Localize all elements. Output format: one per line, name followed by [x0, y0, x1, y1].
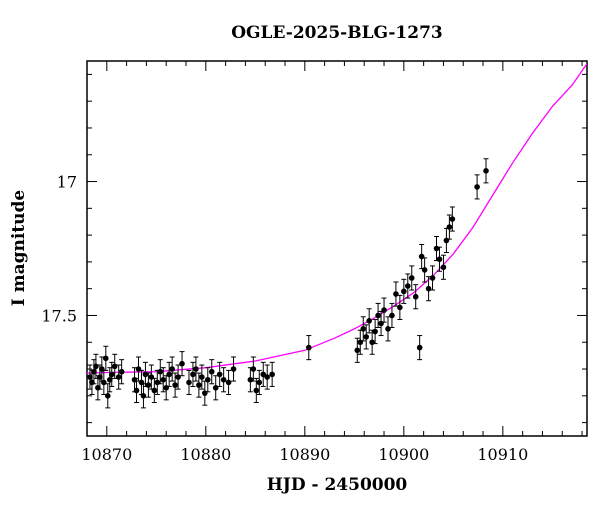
data-point [115, 374, 122, 380]
x-tick-label: 10900 [378, 445, 429, 464]
data-point [208, 368, 215, 375]
data-point [264, 374, 270, 380]
data-point [172, 382, 178, 388]
data-point [443, 237, 450, 244]
data-point [408, 275, 415, 281]
data-point [360, 326, 367, 332]
data-point [425, 285, 432, 292]
data-point [247, 376, 254, 383]
data-point [412, 293, 419, 300]
data-point [216, 371, 223, 378]
data-point [385, 326, 391, 332]
x-tick-label: 10870 [81, 445, 132, 464]
y-tick-label: 17 [57, 173, 77, 192]
data-point [378, 320, 384, 327]
data-point [87, 374, 93, 380]
data-point [436, 256, 443, 263]
data-point [253, 387, 260, 394]
data-point [104, 393, 111, 399]
data-point [230, 366, 237, 372]
data-point [118, 368, 125, 375]
data-point [204, 376, 211, 383]
data-point [212, 384, 219, 391]
data-point [421, 267, 428, 273]
plot-area: 10870 10880 10890 10900 10910 17 17.5 [41, 60, 588, 464]
data-point [163, 384, 170, 391]
data-point [93, 363, 99, 370]
data-point [103, 355, 109, 362]
data-point [202, 390, 208, 396]
data-point [357, 339, 364, 346]
data-point [142, 371, 149, 378]
data-point [366, 318, 372, 324]
data-point [186, 379, 192, 386]
data-point [416, 344, 423, 351]
data-point [256, 379, 263, 386]
data-point [97, 374, 103, 380]
data-point [160, 376, 167, 383]
data-point [381, 307, 387, 313]
data-point [135, 366, 142, 372]
data-point [133, 387, 140, 394]
data-point [220, 376, 227, 383]
data-point [154, 379, 161, 386]
data-point [354, 347, 361, 354]
data-point [145, 382, 152, 388]
data-point [108, 371, 115, 378]
data-point [269, 371, 275, 378]
data-point [190, 371, 196, 378]
data-point [404, 283, 411, 289]
data-point [193, 366, 199, 372]
data-point [418, 253, 425, 260]
data-point [179, 360, 185, 367]
data-point [260, 371, 267, 378]
x-tick-label: 10910 [477, 445, 528, 464]
x-tick-label: 10890 [279, 445, 330, 464]
y-axis-label: I magnitude [9, 190, 29, 307]
data-point [372, 328, 378, 335]
data-point [91, 368, 97, 375]
data-point [401, 288, 407, 295]
model-curve-line [87, 63, 587, 374]
data-point [199, 374, 205, 380]
data-point [305, 344, 312, 351]
data-point [440, 264, 447, 271]
data-point [446, 224, 453, 230]
data-point [369, 339, 375, 346]
data-point [250, 366, 257, 372]
data-point [449, 216, 456, 222]
data-point [166, 371, 172, 378]
data-point [196, 382, 202, 388]
data-point [393, 291, 399, 297]
data-point [106, 376, 113, 383]
data-point [363, 334, 370, 340]
chart-title: OGLE-2025-BLG-1273 [231, 23, 443, 43]
x-tick-label: 10880 [180, 445, 231, 464]
data-point [148, 374, 155, 380]
data-point [169, 366, 175, 372]
data-point [157, 368, 164, 375]
data-point [483, 168, 489, 174]
x-axis-label: HJD - 2450000 [267, 475, 408, 495]
data-point [151, 387, 158, 394]
data-point [175, 374, 181, 380]
data-point [101, 379, 107, 386]
data-point [389, 312, 395, 319]
y-tick-label: 17.5 [41, 306, 77, 325]
data-point [140, 393, 147, 399]
data-point [225, 379, 232, 386]
data-point [397, 304, 403, 311]
data-point [111, 363, 118, 370]
data-point [375, 312, 381, 319]
data-point [429, 275, 436, 281]
data-point [433, 245, 440, 252]
plot-frame [86, 60, 588, 437]
data-point [474, 184, 480, 190]
